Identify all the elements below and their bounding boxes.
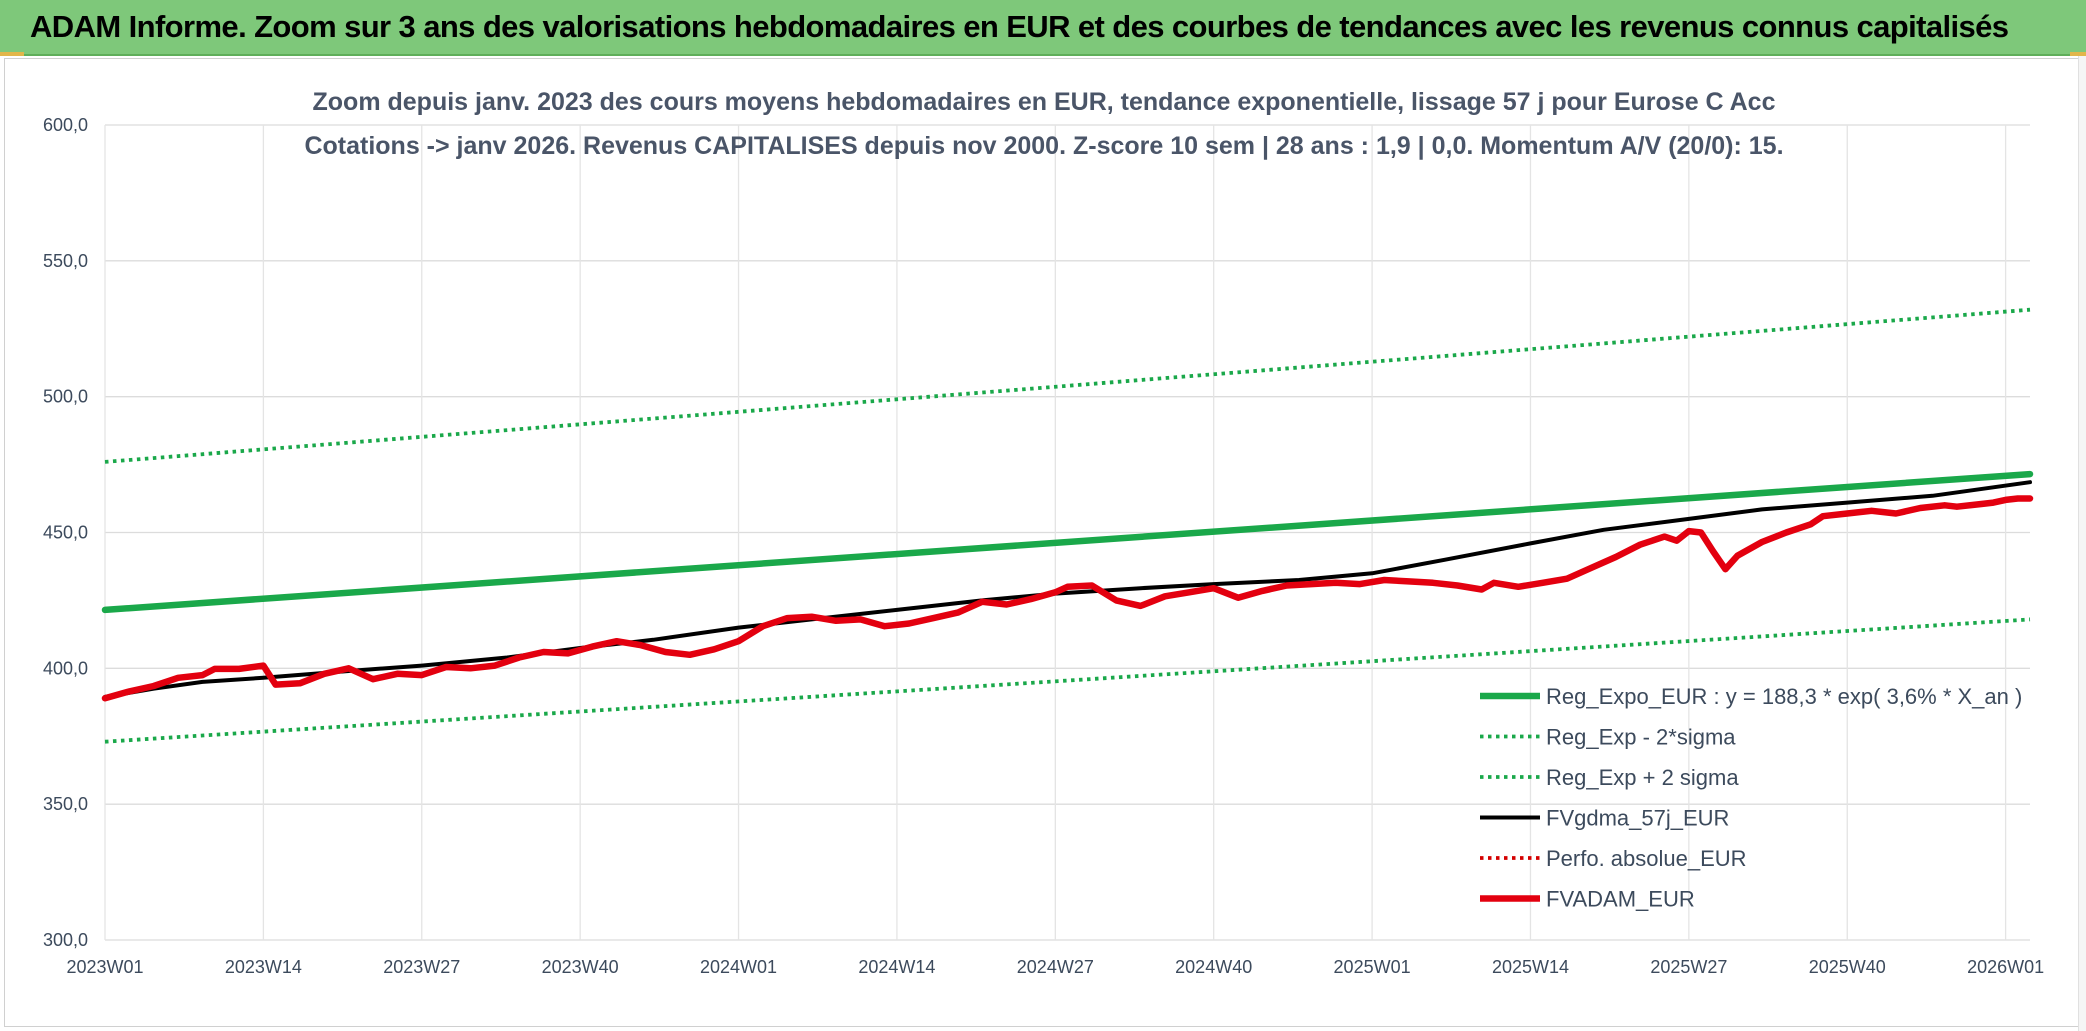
header-accent-left — [0, 52, 24, 56]
x-tick-label: 2023W27 — [383, 957, 460, 977]
x-tick-label: 2025W40 — [1809, 957, 1886, 977]
y-tick-label: 600,0 — [43, 115, 88, 135]
y-tick-label: 550,0 — [43, 251, 88, 271]
legend: Reg_Expo_EUR : y = 188,3 * exp( 3,6% * X… — [1480, 684, 2022, 912]
y-axis-ticks: 300,0 350,0 400,0 450,0 500,0 550,0 600,0 — [43, 115, 88, 950]
series-line-2 — [104, 307, 2031, 464]
series-line-5 — [101, 495, 2034, 702]
grid-lines — [104, 124, 2030, 941]
legend-label: Reg_Exp - 2*sigma — [1546, 725, 1736, 750]
y-tick-label: 400,0 — [43, 658, 88, 678]
x-axis-ticks: 2023W01 2023W14 2023W27 2023W40 2024W01 2024W… — [66, 957, 2044, 977]
x-tick-label: 2024W14 — [858, 957, 935, 977]
x-tick-label: 2023W01 — [66, 957, 143, 977]
series-lines — [101, 307, 2034, 744]
x-tick-label: 2026W01 — [1967, 957, 2044, 977]
legend-label: FVADAM_EUR — [1546, 887, 1695, 912]
legend-label: Perfo. absolue_EUR — [1546, 846, 1747, 871]
y-tick-label: 500,0 — [43, 387, 88, 407]
y-tick-label: 350,0 — [43, 794, 88, 814]
x-tick-label: 2025W14 — [1492, 957, 1569, 977]
chart-title-line1: Zoom depuis janv. 2023 des cours moyens … — [313, 88, 1776, 116]
series-line-3 — [103, 480, 2032, 699]
x-tick-label: 2024W40 — [1175, 957, 1252, 977]
x-tick-label: 2024W01 — [700, 957, 777, 977]
y-tick-label: 300,0 — [43, 930, 88, 950]
legend-label: Reg_Exp + 2 sigma — [1546, 765, 1739, 790]
scrollbar-strip — [2078, 56, 2086, 1031]
x-tick-label: 2023W14 — [225, 957, 302, 977]
header-title: ADAM Informe. Zoom sur 3 ans des valoris… — [30, 9, 2009, 44]
y-tick-label: 450,0 — [43, 523, 88, 543]
x-tick-label: 2024W27 — [1017, 957, 1094, 977]
header-accent-right — [2070, 52, 2086, 56]
legend-label: FVgdma_57j_EUR — [1546, 806, 1729, 831]
legend-label: Reg_Expo_EUR : y = 188,3 * exp( 3,6% * X… — [1546, 684, 2022, 709]
series-line-0 — [101, 470, 2034, 614]
header-bar: ADAM Informe. Zoom sur 3 ans des valoris… — [0, 0, 2086, 56]
x-tick-label: 2025W27 — [1650, 957, 1727, 977]
chart-title-line2: Cotations -> janv 2026. Revenus CAPITALI… — [304, 132, 1783, 160]
series-line-1 — [104, 617, 2031, 744]
x-tick-label: 2023W40 — [542, 957, 619, 977]
x-tick-label: 2025W01 — [1334, 957, 1411, 977]
